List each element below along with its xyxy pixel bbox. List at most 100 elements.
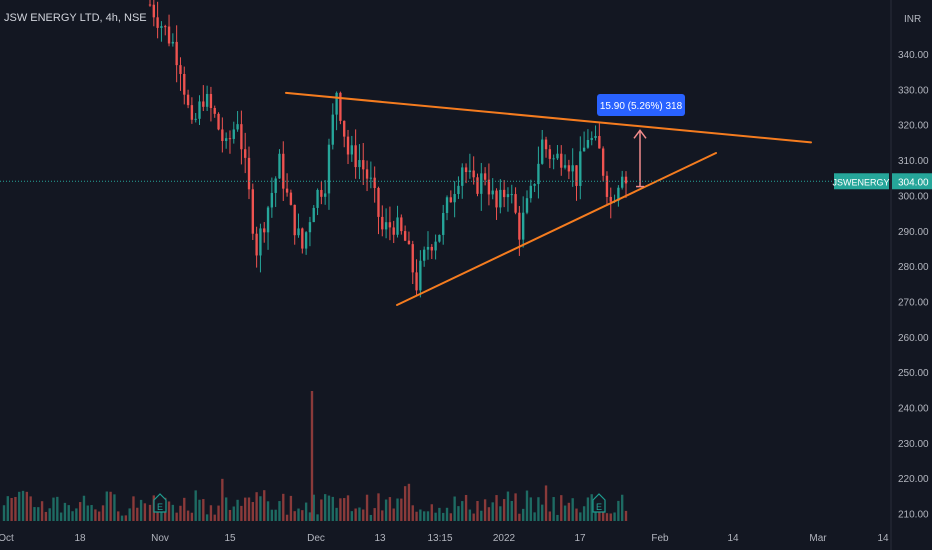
trendline-resistance[interactable] bbox=[285, 91, 812, 144]
volume-bar bbox=[579, 512, 582, 521]
candle bbox=[304, 231, 308, 255]
volume-bar bbox=[369, 514, 373, 521]
volume-bar bbox=[2, 505, 6, 521]
candle bbox=[396, 205, 399, 238]
candle bbox=[297, 213, 300, 238]
price-axis[interactable]: 210.00 220.00 230.00 240.00 250.00 260.00 270.… bbox=[898, 50, 929, 521]
candle bbox=[217, 112, 220, 131]
volume-bar bbox=[304, 502, 308, 521]
candle bbox=[514, 187, 517, 215]
candle bbox=[202, 85, 205, 112]
candle bbox=[263, 222, 266, 243]
volume-bar bbox=[109, 491, 112, 521]
candle bbox=[582, 131, 586, 152]
candle bbox=[323, 180, 327, 205]
y-tick-label: 250.00 bbox=[898, 368, 929, 379]
x-tick-label: Oct bbox=[0, 533, 14, 544]
volume-bar bbox=[37, 507, 40, 521]
trendline-support[interactable] bbox=[396, 151, 717, 306]
volume-bar bbox=[128, 508, 131, 521]
earnings-marker[interactable]: E bbox=[592, 493, 606, 513]
candle bbox=[255, 226, 258, 268]
candle bbox=[339, 91, 342, 125]
volume-bar bbox=[533, 512, 536, 521]
volume-bar bbox=[124, 515, 128, 521]
volume-bar bbox=[10, 497, 13, 521]
volume-bar bbox=[236, 499, 239, 521]
volume-bar bbox=[430, 504, 433, 521]
candle bbox=[270, 177, 274, 218]
candle bbox=[430, 244, 433, 260]
candle bbox=[320, 181, 323, 205]
candle bbox=[422, 246, 426, 267]
volume-bar bbox=[136, 507, 139, 521]
trendlines[interactable] bbox=[285, 91, 812, 306]
volume-bar bbox=[541, 504, 544, 521]
volume-bar bbox=[464, 494, 468, 521]
volume-bar bbox=[544, 485, 548, 521]
price-measure[interactable]: 15.90 (5.26%) 318 bbox=[597, 94, 685, 188]
volume-bar bbox=[495, 495, 498, 521]
volume-bar bbox=[175, 512, 178, 521]
volume-bar bbox=[510, 500, 513, 521]
candle bbox=[552, 154, 555, 170]
volume-bar bbox=[156, 507, 159, 521]
candle bbox=[289, 189, 293, 206]
svg-text:304.00: 304.00 bbox=[898, 177, 929, 188]
volume-bar bbox=[21, 490, 25, 521]
time-axis[interactable]: Oct 18 Nov 15 Dec 13 13:15 2022 17 Feb 14 Mar 14 bbox=[0, 533, 889, 544]
volume-bar bbox=[33, 507, 36, 521]
candle bbox=[502, 180, 506, 208]
candle bbox=[438, 234, 441, 243]
candle bbox=[259, 223, 262, 273]
volume-bar bbox=[266, 501, 270, 521]
volume-bar bbox=[552, 497, 555, 521]
volume-bar bbox=[56, 496, 59, 521]
volume-bar bbox=[105, 491, 108, 521]
volume-bars bbox=[2, 391, 628, 521]
volume-bar bbox=[217, 505, 220, 521]
volume-bar bbox=[209, 505, 213, 521]
candle bbox=[240, 110, 243, 165]
volume-bar bbox=[6, 496, 9, 521]
candle bbox=[194, 112, 197, 123]
volume-bar bbox=[101, 505, 105, 521]
candle bbox=[621, 170, 624, 190]
volume-bar bbox=[609, 513, 612, 521]
volume-bar bbox=[483, 499, 487, 521]
earnings-marker[interactable]: E bbox=[153, 493, 167, 513]
candle bbox=[567, 159, 571, 180]
candle bbox=[251, 183, 254, 241]
currency-label: INR bbox=[904, 14, 921, 25]
volume-bar bbox=[274, 509, 277, 521]
candle bbox=[445, 195, 449, 221]
candle bbox=[571, 148, 574, 187]
volume-bar bbox=[468, 509, 472, 521]
volume-bar bbox=[537, 497, 540, 521]
y-tick-label: 310.00 bbox=[898, 156, 929, 167]
candle bbox=[544, 136, 548, 158]
volume-bar bbox=[586, 497, 590, 521]
volume-bar bbox=[582, 506, 586, 521]
volume-bar bbox=[560, 495, 563, 521]
candle bbox=[560, 145, 563, 176]
volume-bar bbox=[18, 491, 21, 521]
x-tick-label: 13 bbox=[374, 533, 386, 544]
candle bbox=[308, 216, 312, 247]
candle bbox=[586, 129, 590, 149]
candle bbox=[400, 214, 403, 235]
candle bbox=[346, 129, 350, 165]
volume-bar bbox=[251, 502, 254, 521]
candle bbox=[175, 25, 178, 83]
volume-bar bbox=[132, 496, 135, 521]
candle bbox=[442, 204, 445, 245]
candle bbox=[453, 181, 456, 218]
volume-bar bbox=[525, 490, 529, 521]
y-tick-label: 210.00 bbox=[898, 510, 929, 521]
volume-bar bbox=[624, 510, 628, 521]
volume-bar bbox=[247, 497, 251, 521]
volume-bar bbox=[461, 501, 464, 521]
candle bbox=[434, 234, 437, 260]
candle bbox=[487, 163, 491, 206]
